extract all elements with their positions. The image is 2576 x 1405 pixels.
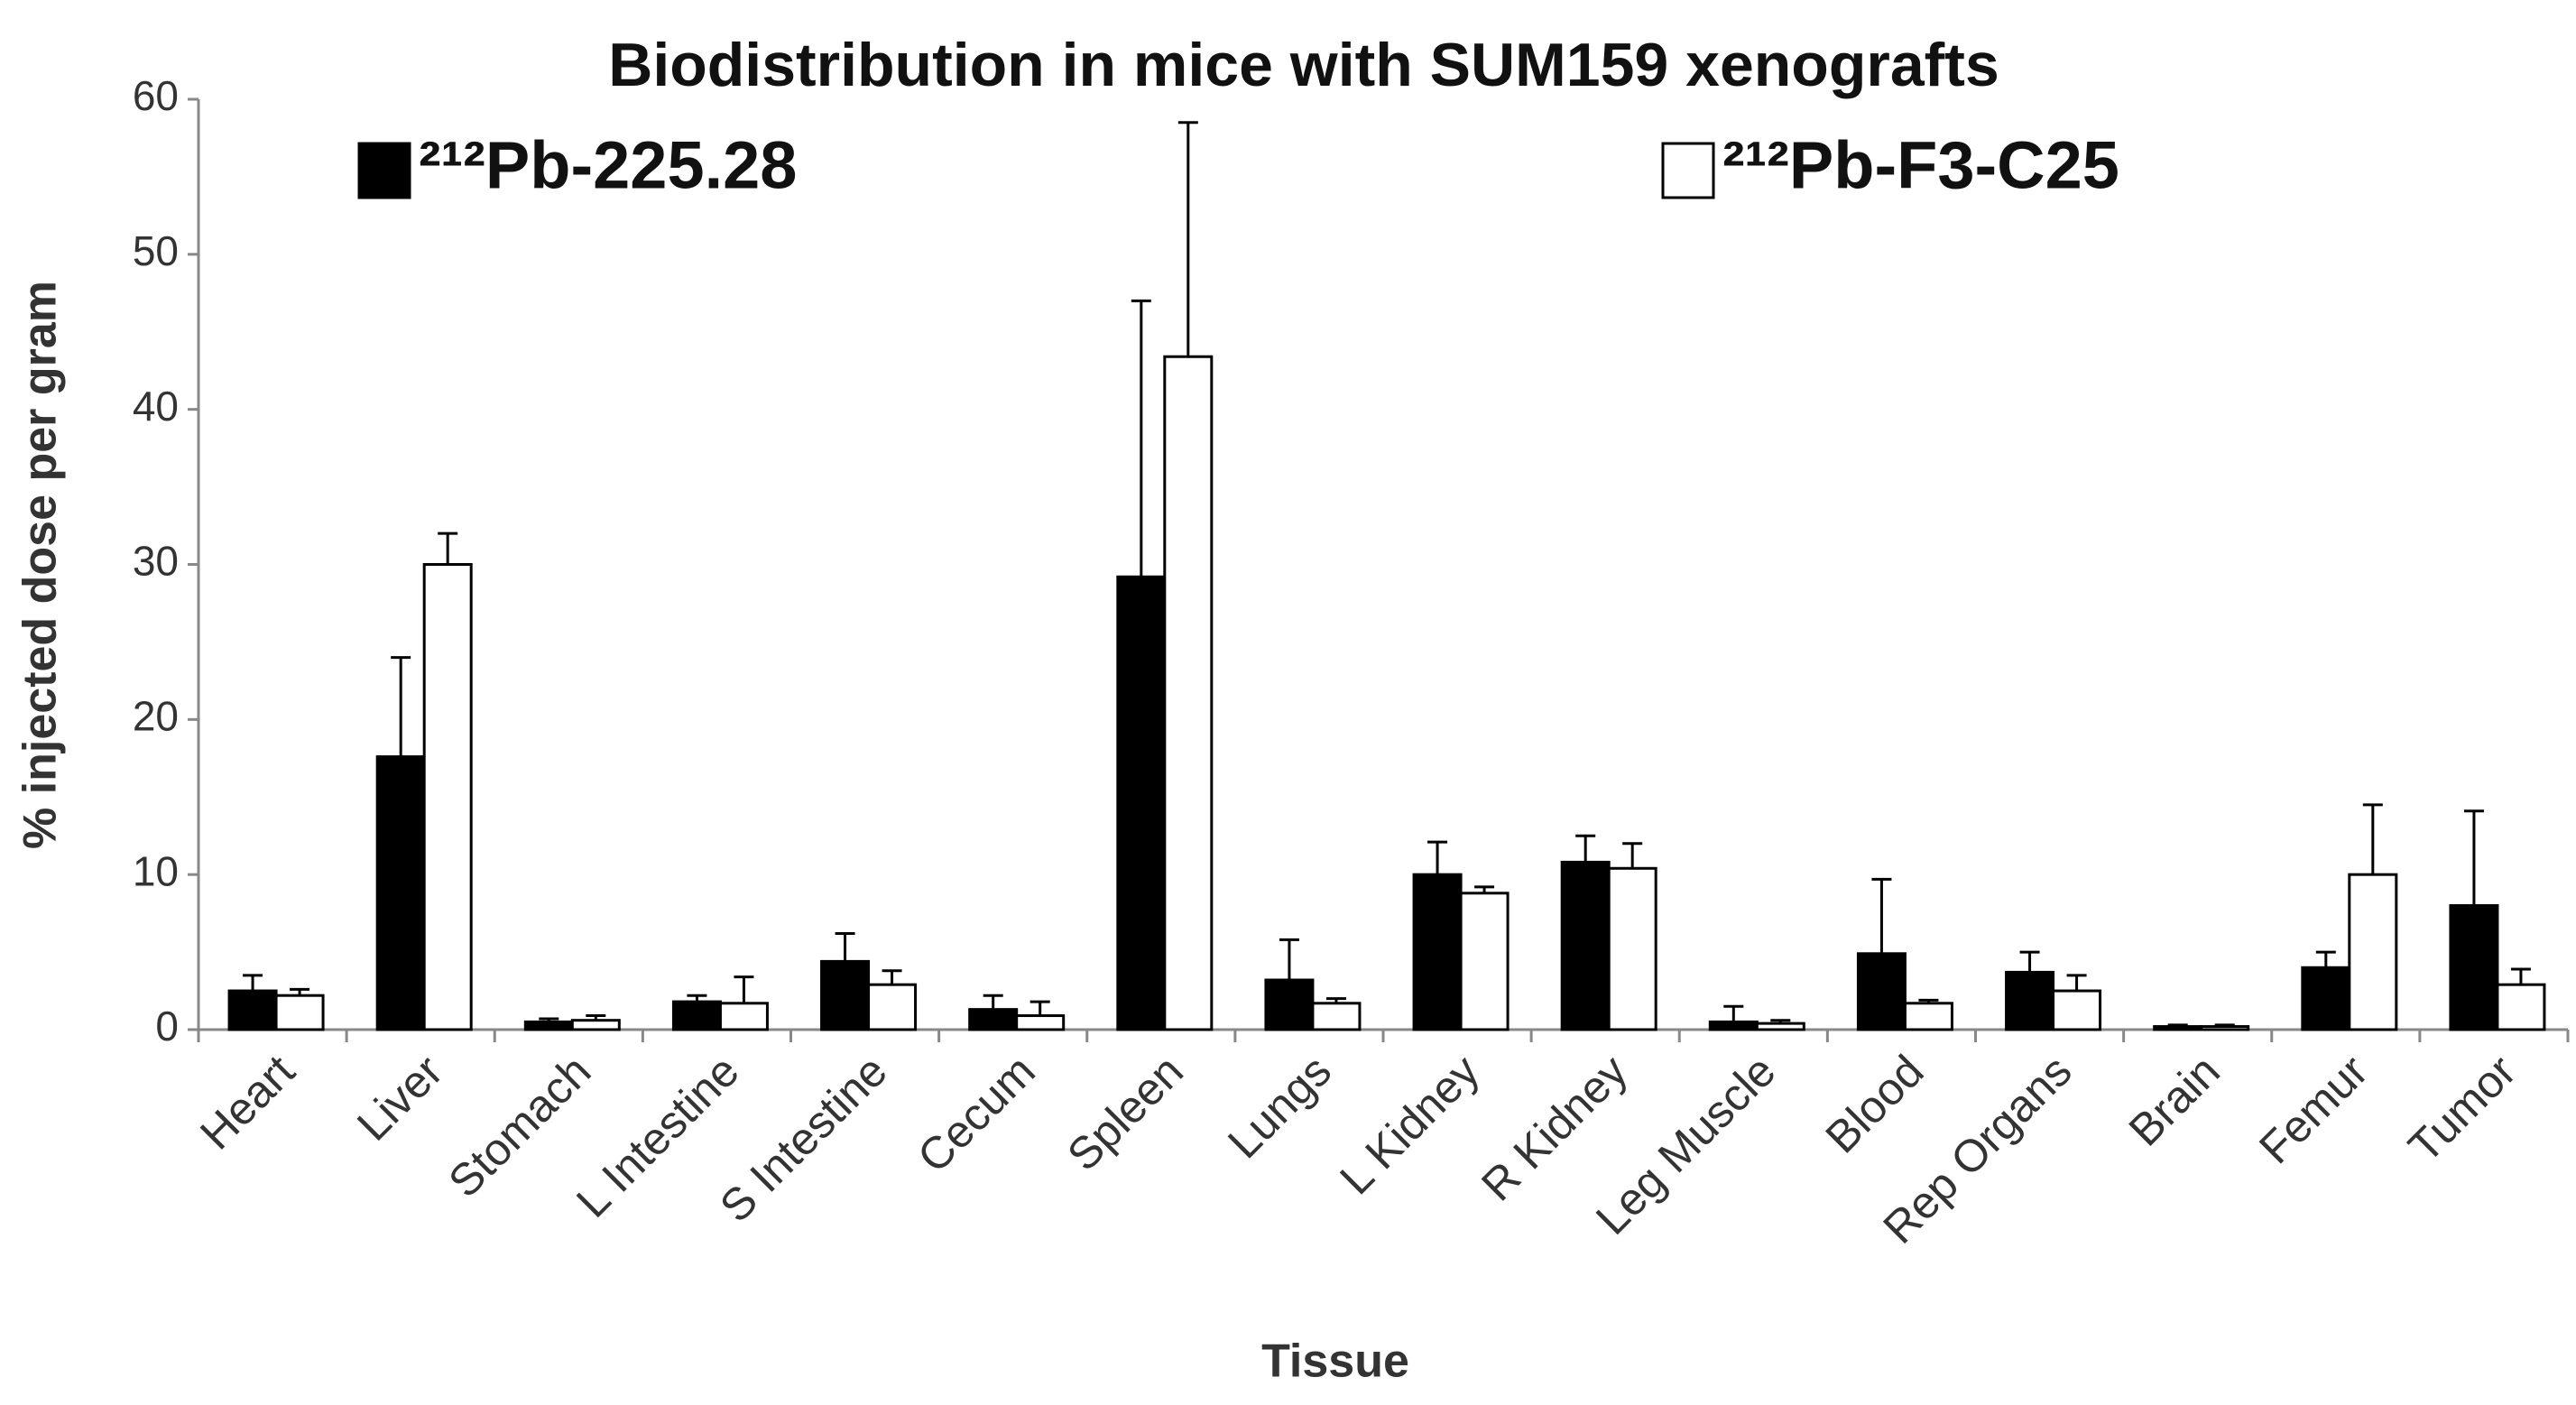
bar bbox=[968, 1008, 1019, 1031]
bar bbox=[2005, 970, 2055, 1031]
x-tick-label: Blood bbox=[1816, 1046, 1934, 1163]
bar bbox=[2449, 904, 2499, 1031]
bar bbox=[1755, 1021, 1805, 1031]
x-tick-label: L Kidney bbox=[1330, 1046, 1489, 1205]
bar bbox=[375, 755, 426, 1031]
bar bbox=[2301, 966, 2351, 1031]
bar bbox=[2153, 1025, 2203, 1031]
x-tick-label: Liver bbox=[347, 1046, 452, 1151]
y-tick-label: 20 bbox=[133, 692, 179, 739]
x-tick-label: Heart bbox=[190, 1045, 304, 1159]
chart-title: Biodistribution in mice with SUM159 xeno… bbox=[608, 31, 1999, 99]
bar bbox=[1015, 1014, 1066, 1031]
x-tick-label: Lungs bbox=[1218, 1046, 1341, 1169]
x-axis-title: Tissue bbox=[1261, 1336, 1409, 1388]
bar bbox=[2052, 989, 2102, 1031]
bar bbox=[1412, 873, 1463, 1031]
bar bbox=[1116, 575, 1167, 1031]
x-tick-label: Cecum bbox=[908, 1046, 1045, 1183]
bar bbox=[1459, 892, 1510, 1031]
bar bbox=[2348, 873, 2398, 1031]
bar bbox=[570, 1019, 621, 1031]
bar bbox=[422, 563, 473, 1031]
bar bbox=[1163, 355, 1214, 1031]
y-tick-label: 30 bbox=[133, 538, 179, 585]
legend-swatch bbox=[1661, 142, 1715, 199]
bar bbox=[2496, 983, 2546, 1031]
y-tick-label: 10 bbox=[133, 847, 179, 894]
legend-label: ²¹²Pb-225.28 bbox=[419, 128, 797, 203]
legend-label: ²¹²Pb-F3-C25 bbox=[1722, 128, 2119, 203]
y-tick-label: 50 bbox=[133, 227, 179, 274]
bar bbox=[2200, 1025, 2250, 1031]
bar bbox=[227, 989, 278, 1031]
bar bbox=[1607, 866, 1657, 1031]
x-tick-label: Tumor bbox=[2399, 1046, 2525, 1172]
bar bbox=[820, 959, 871, 1031]
bar bbox=[671, 1000, 722, 1031]
bar bbox=[1903, 1002, 1953, 1031]
y-tick-label: 60 bbox=[133, 72, 179, 119]
x-tick-label: Spleen bbox=[1057, 1046, 1193, 1181]
x-tick-label: Femur bbox=[2249, 1046, 2377, 1174]
x-tick-label: Brain bbox=[2119, 1046, 2230, 1156]
bar bbox=[1708, 1020, 1759, 1031]
bar bbox=[718, 1002, 769, 1031]
bar bbox=[274, 994, 325, 1031]
legend-swatch bbox=[357, 142, 411, 199]
bar bbox=[1311, 1002, 1362, 1031]
y-tick-label: 0 bbox=[155, 1003, 179, 1049]
bar bbox=[1856, 952, 1907, 1031]
y-tick-label: 40 bbox=[133, 383, 179, 430]
bar bbox=[1264, 978, 1315, 1031]
bar bbox=[867, 983, 918, 1031]
y-axis-title: % injected dose per gram bbox=[14, 281, 67, 849]
bar bbox=[523, 1020, 574, 1031]
bar bbox=[1560, 860, 1611, 1031]
